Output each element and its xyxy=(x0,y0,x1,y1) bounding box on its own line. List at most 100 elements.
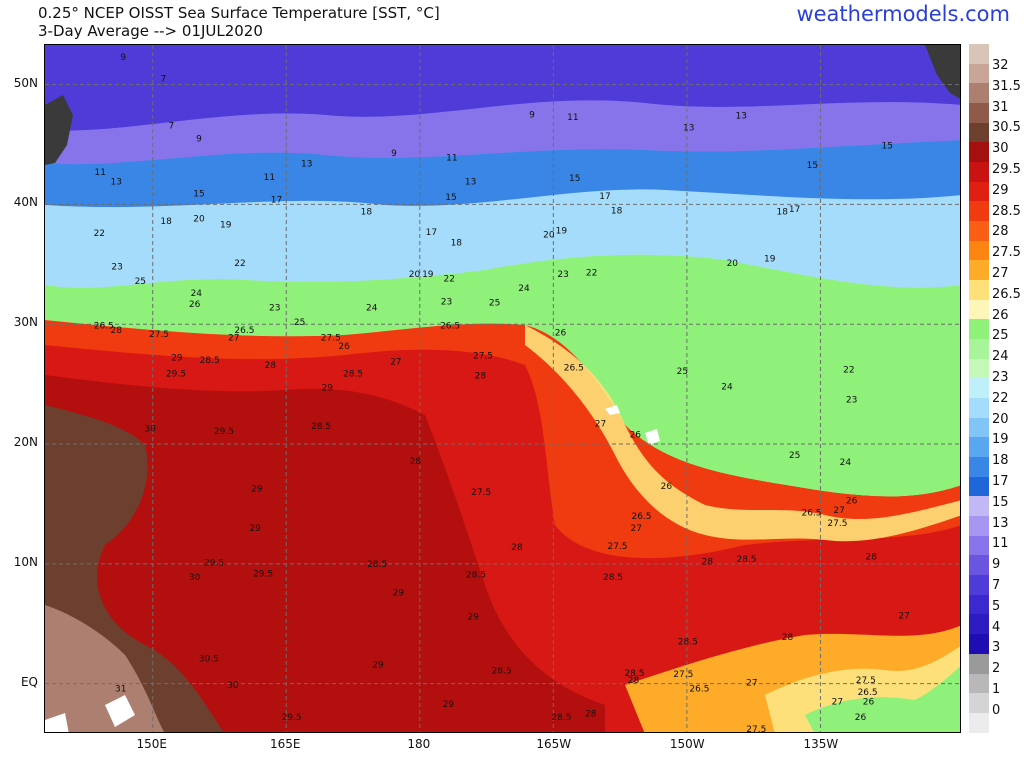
contour-label: 11 xyxy=(446,154,457,164)
colorbar-label: 30 xyxy=(992,141,1009,157)
contour-label: 11 xyxy=(567,113,578,123)
contour-label: 23 xyxy=(269,303,280,313)
contour-label: 20 xyxy=(193,215,205,225)
contour-label: 20 xyxy=(543,230,555,240)
contour-label: 20 xyxy=(727,259,739,269)
colorbar-label: 0 xyxy=(992,702,1001,718)
colorbar-swatch xyxy=(969,516,989,536)
contour-label: 27 xyxy=(228,333,239,343)
contour-label: 29 xyxy=(321,384,333,394)
contour-label: 22 xyxy=(94,229,105,239)
colorbar-label: 5 xyxy=(992,598,1001,614)
contour-label: 28 xyxy=(628,676,640,686)
contour-label: 28 xyxy=(110,326,122,336)
longitude-label: 150W xyxy=(669,737,705,751)
colorbar-swatch xyxy=(969,44,989,64)
contour-label: 29 xyxy=(393,589,405,599)
contour-label: 29.5 xyxy=(166,369,186,379)
sst-map[interactable]: 9 7 7 9 9 11 9 11 13 13 15 15 11 13 11 13 15 17 15 13 15 17 18… xyxy=(44,44,961,733)
colorbar-swatch xyxy=(969,496,989,517)
colorbar-swatch xyxy=(969,594,989,615)
map-title: 0.25° NCEP OISST Sea Surface Temperature… xyxy=(38,4,440,40)
colorbar-label: 25 xyxy=(992,328,1009,344)
brand-link[interactable]: weathermodels.com xyxy=(796,2,1010,26)
contour-label: 27.5 xyxy=(149,330,169,340)
contour-label: 13 xyxy=(110,178,121,188)
title-line-2: 3-Day Average --> 01JUL2020 xyxy=(38,22,263,40)
contour-label: 15 xyxy=(193,190,204,200)
contour-label: 7 xyxy=(161,75,167,85)
contour-label: 9 xyxy=(120,53,126,63)
colorbar-swatch xyxy=(969,653,989,674)
colorbar-swatch xyxy=(969,142,989,163)
contour-label: 26 xyxy=(630,430,642,440)
latitude-label: 30N xyxy=(13,315,38,330)
contour-label: 27.5 xyxy=(827,519,847,529)
colorbar-swatch xyxy=(969,457,989,477)
colorbar-swatch xyxy=(969,476,989,497)
latitude-label: 10N xyxy=(13,554,38,569)
contour-label: 22 xyxy=(234,259,245,269)
colorbar-label: 23 xyxy=(992,370,1009,385)
contour-label: 23 xyxy=(846,396,857,406)
contour-label: 13 xyxy=(683,124,694,134)
contour-label: 28 xyxy=(410,457,422,467)
contour-label: 26 xyxy=(661,482,673,492)
kamchatka-landmass xyxy=(45,95,73,165)
contour-label: 17 xyxy=(789,205,800,215)
colorbar-label: 17 xyxy=(992,474,1009,489)
contour-label: 15 xyxy=(881,142,892,152)
contour-label: 18 xyxy=(160,217,172,227)
contour-label: 27.5 xyxy=(471,488,491,498)
contour-label: 30 xyxy=(189,573,201,583)
longitude-label: 150E xyxy=(136,737,167,751)
contour-label: 30 xyxy=(227,681,239,691)
longitude-label: 165E xyxy=(270,737,301,751)
contour-label: 18 xyxy=(776,208,788,218)
colorbar-swatch xyxy=(969,535,989,556)
colorbar-label: 26.5 xyxy=(992,286,1021,302)
colorbar-swatch xyxy=(969,339,989,359)
contour-label: 9 xyxy=(529,111,535,121)
contour-label: 20 xyxy=(409,270,421,280)
colorbar-label: 20 xyxy=(992,411,1009,427)
colorbar-swatch xyxy=(969,417,989,438)
contour-label: 19 xyxy=(422,270,434,280)
colorbar-swatch xyxy=(969,358,989,379)
colorbar-label: 30.5 xyxy=(992,120,1021,136)
contour-label: 26.5 xyxy=(564,363,584,373)
contour-label: 27.5 xyxy=(673,670,693,680)
contour-label: 26.5 xyxy=(858,688,878,698)
colorbar-label: 7 xyxy=(992,578,1001,593)
colorbar-swatch xyxy=(969,437,989,458)
contour-label: 26.5 xyxy=(440,321,460,331)
contour-label: 29 xyxy=(372,661,384,671)
contour-label: 27 xyxy=(832,698,843,708)
colorbar-label: 15 xyxy=(992,494,1009,510)
contour-label: 26 xyxy=(338,342,350,352)
contour-label: 28.5 xyxy=(343,369,363,379)
colorbar-swatch xyxy=(969,221,989,241)
contour-label: 15 xyxy=(807,161,818,171)
colorbar-label: 28.5 xyxy=(992,203,1021,219)
contour-label: 17 xyxy=(271,196,282,206)
colorbar-label: 28 xyxy=(992,224,1009,240)
contour-label: 29.5 xyxy=(214,427,234,437)
contour-label: 29 xyxy=(251,484,263,494)
contour-label: 22 xyxy=(443,275,454,285)
contour-label: 22 xyxy=(586,269,597,279)
contour-label: 29 xyxy=(249,524,261,534)
contour-label: 9 xyxy=(196,135,202,145)
contour-label: 30 xyxy=(144,424,156,434)
colorbar-label: 29.5 xyxy=(992,162,1021,177)
contour-label: 28.5 xyxy=(603,573,623,583)
contour-label: 17 xyxy=(599,192,610,202)
contour-label: 27 xyxy=(390,357,401,367)
longitude-label: 135W xyxy=(803,737,839,751)
contour-label: 29.5 xyxy=(253,569,273,579)
contour-label: 7 xyxy=(169,121,175,131)
contour-label: 28 xyxy=(782,633,794,643)
colorbar-label: 9 xyxy=(992,557,1001,573)
contour-label: 28 xyxy=(264,361,276,371)
